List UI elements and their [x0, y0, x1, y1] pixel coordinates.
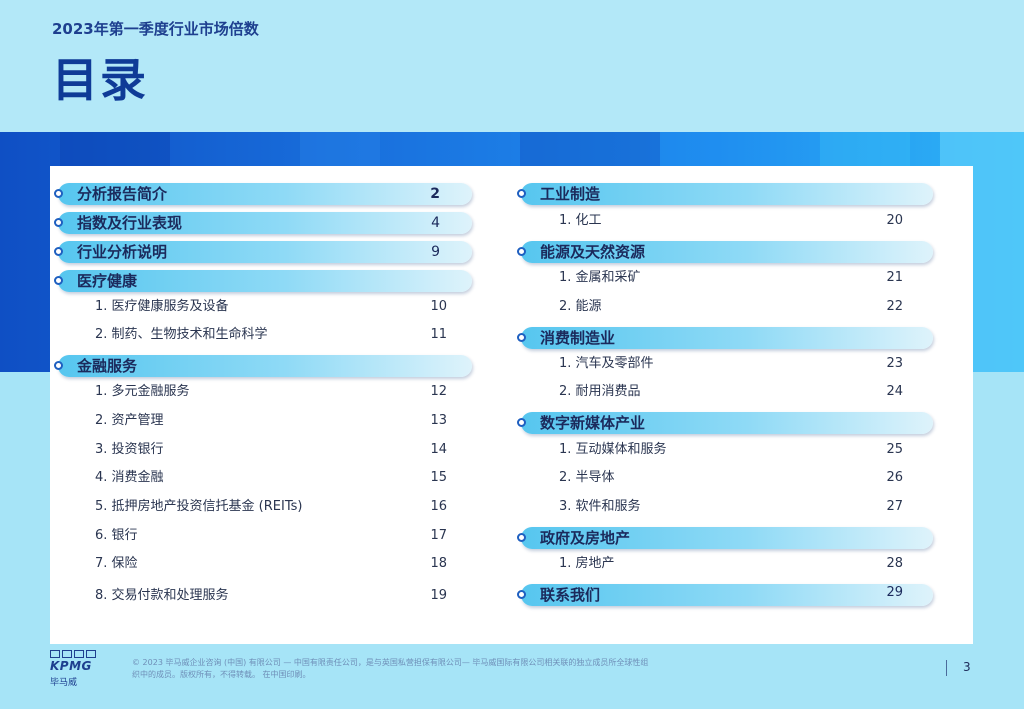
toc-page-number: 29 — [886, 585, 903, 600]
toc-item-page: 22 — [886, 299, 903, 314]
toc-item-label[interactable]: 1. 房地产 — [559, 556, 615, 571]
toc-item-page: 18 — [430, 556, 447, 571]
toc-section-label[interactable]: 指数及行业表现 — [77, 214, 183, 232]
toc-section-label[interactable]: 数字新媒体产业 — [540, 414, 646, 432]
toc-item-label[interactable]: 1. 汽车及零部件 — [559, 356, 654, 371]
toc-item-page: 21 — [886, 270, 903, 285]
toc-item-page: 27 — [886, 499, 903, 514]
toc-item-label[interactable]: 4. 消费金融 — [95, 470, 164, 485]
page-number: 3 — [963, 660, 971, 674]
toc-page-number: 2 — [430, 186, 440, 202]
toc-item-page: 12 — [430, 384, 447, 399]
toc-section-label[interactable]: 工业制造 — [540, 185, 601, 203]
bullet-icon — [54, 218, 63, 227]
toc-item-label[interactable]: 8. 交易付款和处理服务 — [95, 588, 229, 603]
toc-item-page: 10 — [430, 299, 447, 314]
toc-item-label[interactable]: 2. 半导体 — [559, 470, 615, 485]
toc-item-page: 13 — [430, 413, 447, 428]
bullet-icon — [517, 189, 526, 198]
toc-item-label[interactable]: 3. 投资银行 — [95, 442, 164, 457]
toc-item-page: 25 — [886, 442, 903, 457]
page-title: 目录 — [52, 53, 148, 107]
toc-section-label[interactable]: 能源及天然资源 — [540, 243, 646, 261]
bullet-icon — [517, 247, 526, 256]
toc-item-label[interactable]: 5. 抵押房地产投资信托基金 (REITs) — [95, 499, 303, 514]
footer-divider — [946, 660, 947, 676]
bullet-icon — [54, 361, 63, 370]
toc-item-label[interactable]: 6. 银行 — [95, 528, 138, 543]
header-band — [0, 0, 1024, 132]
toc-section-gov[interactable] — [521, 527, 933, 549]
bullet-icon — [517, 590, 526, 599]
toc-item-label[interactable]: 2. 耐用消费品 — [559, 384, 641, 399]
toc-item-page: 15 — [430, 470, 447, 485]
toc-item-page: 16 — [430, 499, 447, 514]
kpmg-logo: KPMG 毕马威 — [50, 650, 100, 688]
toc-item-label[interactable]: 2. 能源 — [559, 299, 602, 314]
toc-item-label[interactable]: 1. 化工 — [559, 213, 602, 228]
logo-cn: 毕马威 — [50, 678, 78, 688]
logo-boxes-icon — [50, 650, 100, 658]
toc-section-label[interactable]: 行业分析说明 — [77, 243, 168, 261]
toc-item-label[interactable]: 1. 多元金融服务 — [95, 384, 190, 399]
copyright-text: © 2023 毕马威企业咨询 (中国) 有限公司 — 中国有限责任公司，是与英国… — [132, 658, 649, 679]
toc-section-digital[interactable] — [521, 412, 933, 434]
toc-item-label[interactable]: 1. 金属和采矿 — [559, 270, 641, 285]
toc-section-industrial[interactable] — [521, 183, 933, 205]
toc-item-label[interactable]: 7. 保险 — [95, 556, 138, 571]
bullet-icon — [517, 333, 526, 342]
toc-item-page: 11 — [430, 327, 447, 342]
toc-item-label[interactable]: 3. 软件和服务 — [559, 499, 641, 514]
toc-section-label[interactable]: 政府及房地产 — [540, 529, 631, 547]
toc-page-number: 4 — [431, 215, 440, 231]
toc-item-page: 19 — [430, 588, 447, 603]
toc-item-page: 17 — [430, 528, 447, 543]
toc-item-page: 24 — [886, 384, 903, 399]
logo-text: KPMG — [50, 659, 92, 673]
toc-item-page: 26 — [886, 470, 903, 485]
toc-item-page: 20 — [886, 213, 903, 228]
toc-item-label[interactable]: 2. 资产管理 — [95, 413, 164, 428]
toc-section-contact[interactable] — [521, 584, 933, 606]
toc-item-label[interactable]: 1. 医疗健康服务及设备 — [95, 299, 229, 314]
bullet-icon — [54, 247, 63, 256]
toc-item-page: 14 — [430, 442, 447, 457]
toc-item-page: 23 — [886, 356, 903, 371]
bullet-icon — [517, 533, 526, 542]
toc-section-intro[interactable] — [58, 183, 472, 205]
toc-section-finance[interactable] — [58, 355, 472, 377]
bullet-icon — [54, 276, 63, 285]
toc-section-health[interactable] — [58, 270, 472, 292]
toc-section-energy[interactable] — [521, 241, 933, 263]
bullet-icon — [54, 189, 63, 198]
toc-section-index[interactable] — [58, 212, 472, 234]
toc-item-label[interactable]: 2. 制药、生物技术和生命科学 — [95, 327, 268, 342]
toc-item-label[interactable]: 1. 互动媒体和服务 — [559, 442, 667, 457]
toc-card — [50, 166, 973, 644]
toc-section-consumer[interactable] — [521, 327, 933, 349]
toc-page-number: 9 — [431, 244, 440, 260]
toc-section-label[interactable]: 消费制造业 — [540, 329, 616, 347]
toc-section-label[interactable]: 医疗健康 — [77, 272, 138, 290]
report-subtitle: 2023年第一季度行业市场倍数 — [52, 20, 259, 38]
toc-item-page: 28 — [886, 556, 903, 571]
toc-section-method[interactable] — [58, 241, 472, 263]
toc-section-label[interactable]: 金融服务 — [77, 357, 138, 375]
toc-section-label[interactable]: 分析报告简介 — [77, 185, 168, 203]
toc-section-label[interactable]: 联系我们 — [540, 586, 601, 604]
bullet-icon — [517, 418, 526, 427]
